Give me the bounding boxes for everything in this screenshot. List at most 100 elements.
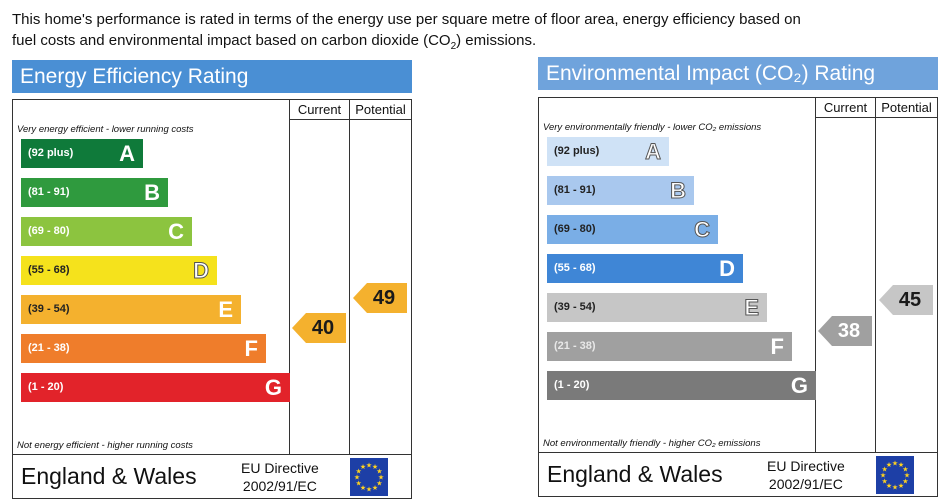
band-range-label: (92 plus) (28, 147, 74, 159)
potential-rating-value: 45 (898, 289, 922, 311)
top-note: Very environmentally friendly - lower CO… (543, 122, 762, 133)
svg-text:★: ★ (892, 460, 898, 468)
eu-flag-icon: ★ ★ ★ ★ ★ ★ ★ ★ ★ ★ ★ ★ (876, 456, 914, 494)
intro-line-2-suffix: ) emissions. (456, 32, 537, 49)
top-note: Very energy efficient - lower running co… (17, 124, 194, 135)
band-d: (55 - 68) D (21, 256, 217, 285)
band-letter: C (694, 217, 711, 243)
intro-line-2-prefix: fuel costs and environmental impact base… (12, 32, 451, 49)
band-range-label: (69 - 80) (554, 223, 596, 235)
region-label: England & Wales (547, 461, 723, 487)
svg-text:★: ★ (898, 461, 904, 469)
energy-efficiency-chart: Current Potential Very energy efficient … (12, 99, 412, 455)
energy-efficiency-footer: England & Wales EU Directive 2002/91/EC … (12, 455, 412, 499)
svg-text:★: ★ (376, 468, 382, 476)
energy-efficiency-title: Energy Efficiency Rating (12, 60, 412, 93)
svg-text:★: ★ (902, 466, 908, 474)
band-d: (55 - 68) D (547, 254, 743, 283)
potential-column-divider (875, 98, 876, 452)
potential-rating-arrow: 45 (879, 285, 933, 315)
svg-text:★: ★ (378, 474, 384, 482)
current-column-divider (289, 100, 290, 454)
svg-text:★: ★ (372, 484, 378, 492)
svg-text:★: ★ (886, 482, 892, 490)
band-letter: A (645, 139, 662, 165)
environmental-impact-chart: Current Potential Very environmentally f… (538, 97, 938, 453)
band-e: (39 - 54) E (21, 295, 241, 324)
band-letter: E (744, 295, 760, 321)
current-rating-arrow: 38 (818, 316, 872, 346)
band-b: (81 - 91) B (547, 176, 694, 205)
potential-column-divider (349, 100, 350, 454)
eu-directive-line-2: 2002/91/EC (768, 476, 843, 492)
svg-text:★: ★ (360, 484, 366, 492)
band-range-label: (81 - 91) (28, 186, 70, 198)
band-range-label: (21 - 38) (28, 342, 70, 354)
current-column-header: Current (297, 102, 342, 117)
eu-directive: EU Directive 2002/91/EC (241, 459, 319, 495)
band-a: (92 plus) A (547, 137, 669, 166)
svg-text:★: ★ (366, 486, 372, 494)
potential-column-header: Potential (355, 102, 406, 117)
band-range-label: (55 - 68) (554, 262, 596, 274)
intro-line-2: fuel costs and environmental impact base… (12, 30, 942, 57)
eu-directive-line-1: EU Directive (241, 460, 319, 476)
eu-flag-icon: ★ ★ ★ ★ ★ ★ ★ ★ ★ ★ ★ ★ (350, 458, 388, 496)
band-letter: D (719, 256, 735, 281)
current-column-divider (815, 98, 816, 452)
band-g: (1 - 20) G (21, 373, 290, 402)
current-rating-value: 40 (311, 317, 335, 339)
potential-column-header: Potential (881, 100, 932, 115)
current-rating-value: 38 (837, 320, 861, 342)
environmental-impact-panel: Environmental Impact (CO₂) Rating Curren… (538, 57, 938, 500)
band-letter: C (168, 219, 184, 244)
band-letter: B (144, 180, 160, 205)
svg-text:★: ★ (881, 478, 887, 486)
svg-text:★: ★ (355, 480, 361, 488)
svg-text:★: ★ (366, 462, 372, 470)
eu-directive-line-1: EU Directive (767, 458, 845, 474)
energy-efficiency-panel: Energy Efficiency Rating Current Potenti… (12, 60, 412, 500)
svg-text:★: ★ (376, 480, 382, 488)
band-range-label: (39 - 54) (554, 301, 596, 313)
band-a: (92 plus) A (21, 139, 143, 168)
environmental-impact-title: Environmental Impact (CO₂) Rating (538, 57, 938, 90)
band-letter: D (193, 258, 210, 284)
band-b: (81 - 91) B (21, 178, 168, 207)
band-g: (1 - 20) G (547, 371, 816, 400)
band-letter: A (119, 141, 135, 166)
band-range-label: (92 plus) (554, 145, 600, 157)
band-c: (69 - 80) C (547, 215, 718, 244)
eu-directive-line-2: 2002/91/EC (242, 478, 317, 494)
potential-rating-value: 49 (372, 287, 396, 309)
bottom-note: Not environmentally friendly - higher CO… (543, 438, 761, 449)
svg-text:★: ★ (354, 474, 360, 482)
band-letter: F (244, 336, 258, 361)
potential-rating-arrow: 49 (353, 283, 407, 313)
column-header-underline (290, 119, 411, 120)
intro-line-1: This home's performance is rated in term… (12, 11, 801, 28)
svg-text:★: ★ (880, 472, 886, 480)
bottom-note: Not energy efficient - higher running co… (17, 440, 193, 451)
band-range-label: (55 - 68) (28, 264, 70, 276)
svg-text:★: ★ (902, 478, 908, 486)
intro-text: This home's performance is rated in term… (12, 9, 942, 57)
intro-co2-subscript: 2 (450, 41, 457, 52)
current-column-header: Current (823, 100, 868, 115)
band-range-label: (1 - 20) (28, 381, 64, 393)
column-header-underline (816, 117, 937, 118)
band-range-label: (21 - 38) (554, 340, 596, 352)
band-range-label: (81 - 91) (554, 184, 596, 196)
svg-text:★: ★ (372, 463, 378, 471)
svg-text:★: ★ (904, 472, 910, 480)
eu-directive: EU Directive 2002/91/EC (767, 457, 845, 493)
band-c: (69 - 80) C (21, 217, 192, 246)
environmental-impact-footer: England & Wales EU Directive 2002/91/EC … (538, 453, 938, 497)
svg-text:★: ★ (886, 461, 892, 469)
region-label: England & Wales (21, 463, 197, 489)
band-letter: G (264, 375, 282, 400)
svg-text:★: ★ (898, 482, 904, 490)
svg-text:★: ★ (892, 484, 898, 492)
band-letter: F (770, 334, 784, 359)
current-rating-arrow: 40 (292, 313, 346, 343)
